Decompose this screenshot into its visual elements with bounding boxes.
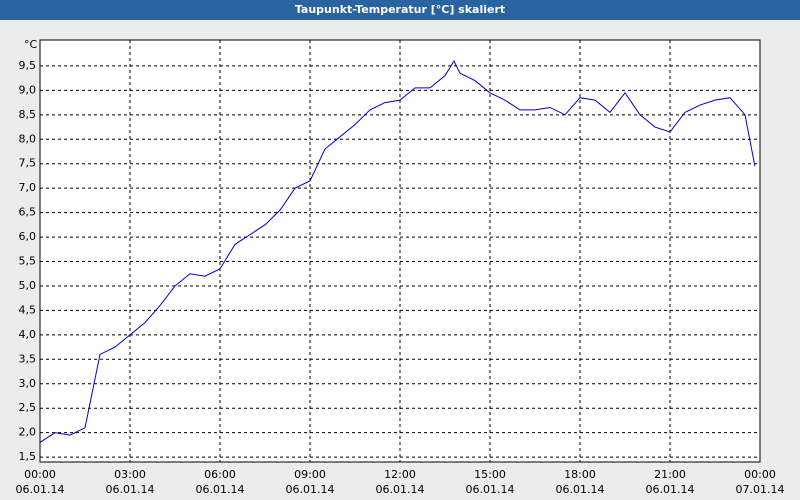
- x-tick-date: 07.01.14: [736, 483, 785, 496]
- y-tick-label: 5,0: [19, 279, 37, 292]
- y-tick-label: 8,0: [19, 132, 37, 145]
- y-tick-label: 3,5: [19, 352, 37, 365]
- x-tick-label: 09:00: [294, 468, 326, 481]
- y-tick-label: 9,0: [19, 83, 37, 96]
- data-line: [39, 59, 756, 443]
- y-tick-label: 8,5: [19, 108, 37, 121]
- chart-title: Taupunkt-Temperatur [°C] skaliert: [295, 3, 505, 16]
- y-tick-label: 6,0: [19, 230, 37, 243]
- x-tick-label: 21:00: [654, 468, 686, 481]
- y-tick-label: 6,5: [19, 206, 37, 219]
- y-tick-label: 7,5: [19, 157, 37, 170]
- x-tick-date: 06.01.14: [556, 483, 605, 496]
- x-tick-label: 06:00: [204, 468, 236, 481]
- x-tick-label: 15:00: [474, 468, 506, 481]
- y-tick-label: 9,5: [19, 59, 37, 72]
- x-tick-date: 06.01.14: [376, 483, 425, 496]
- x-tick-label: 03:00: [114, 468, 146, 481]
- y-tick-label: 7,0: [19, 181, 37, 194]
- y-axis-unit: °C: [24, 38, 38, 51]
- x-tick-date: 06.01.14: [646, 483, 695, 496]
- x-tick-date: 06.01.14: [286, 483, 335, 496]
- y-tick-label: 1,5: [19, 450, 37, 463]
- x-tick-label: 00:00: [744, 468, 776, 481]
- y-tick-label: 3,0: [19, 377, 37, 390]
- x-tick-label: 18:00: [564, 468, 596, 481]
- x-tick-label: 12:00: [384, 468, 416, 481]
- x-tick-date: 06.01.14: [106, 483, 155, 496]
- y-tick-label: 5,5: [19, 255, 37, 268]
- x-tick-label: 00:00: [24, 468, 56, 481]
- y-tick-label: 4,5: [19, 303, 37, 316]
- title-bar: [0, 0, 800, 20]
- x-tick-date: 06.01.14: [466, 483, 515, 496]
- y-tick-label: 2,5: [19, 401, 37, 414]
- y-tick-label: 2,0: [19, 426, 37, 439]
- x-tick-date: 06.01.14: [16, 483, 65, 496]
- y-tick-label: 4,0: [19, 328, 37, 341]
- x-tick-date: 06.01.14: [196, 483, 245, 496]
